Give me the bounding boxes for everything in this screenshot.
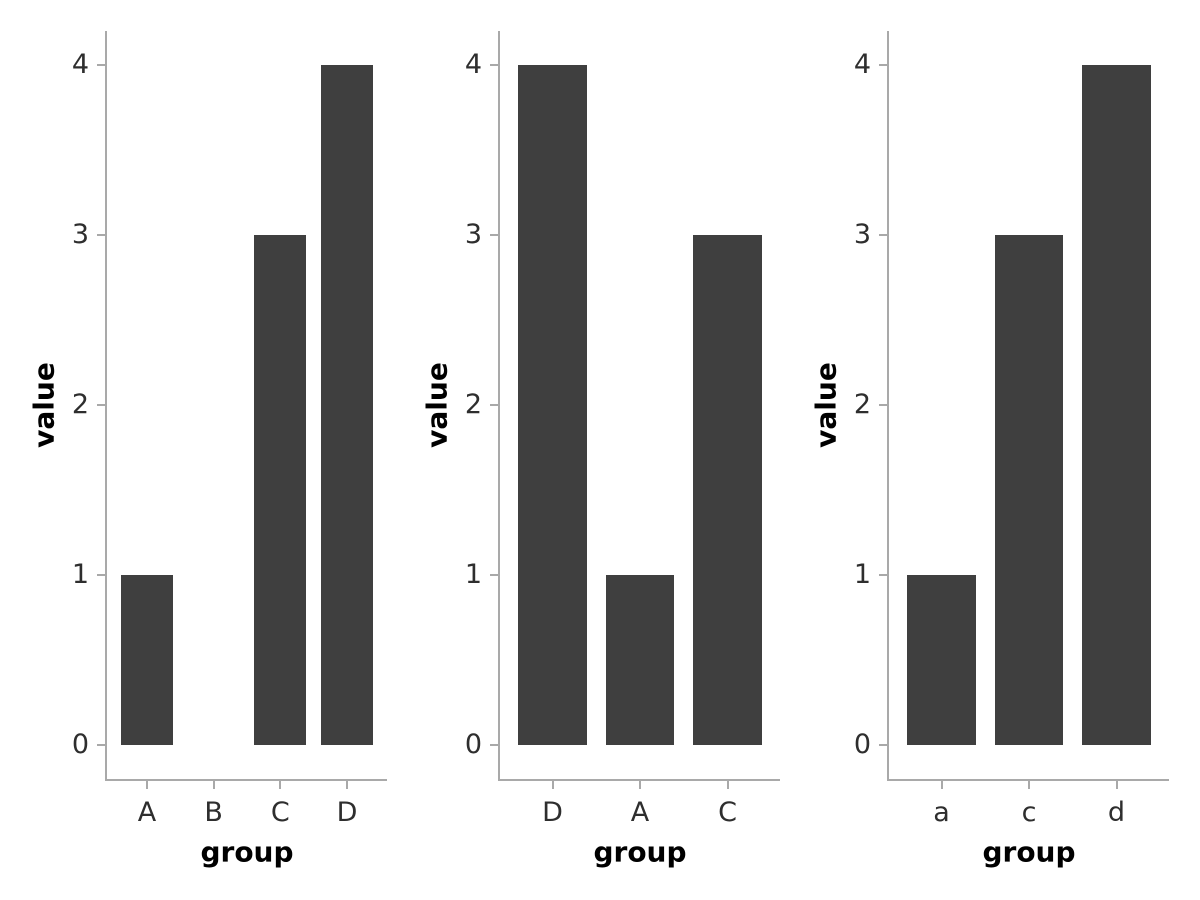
y-tick [97,64,105,66]
x-tick-label: c [1021,797,1037,828]
y-axis-title: value [809,362,843,448]
x-axis-title: group [200,835,294,869]
y-tick [879,404,887,406]
y-tick [879,234,887,236]
y-tick-label: 0 [71,729,89,760]
x-tick [346,781,348,789]
y-tick [490,744,498,746]
y-tick-label: 4 [71,49,89,80]
x-tick-label: A [137,797,157,828]
x-tick-label: A [630,797,650,828]
y-axis-spine [498,31,500,781]
y-tick [490,234,498,236]
bar-A [605,575,675,745]
y-tick-label: 0 [853,729,871,760]
x-tick-label: d [1107,797,1126,828]
y-tick [490,404,498,406]
x-axis-spine [498,779,780,781]
bar-c [994,235,1064,745]
y-tick-label: 4 [464,49,482,80]
bar-D [518,65,587,745]
x-axis-spine [105,779,387,781]
y-tick-label: 1 [853,559,871,590]
x-tick [279,781,282,789]
x-tick-label: B [204,797,223,828]
bar-C [254,235,307,745]
bar-A [121,575,173,745]
x-tick [639,781,641,789]
y-tick-label: 2 [71,389,89,420]
x-tick-label: C [270,797,290,828]
bar-a [907,575,976,745]
y-tick-label: 4 [853,49,871,80]
x-axis-title: group [593,835,687,869]
x-axis-title: group [982,835,1076,869]
y-tick [490,64,498,66]
y-tick-label: 3 [71,219,89,250]
bar-D [321,65,373,745]
y-tick-label: 3 [853,219,871,250]
y-tick [879,744,887,746]
y-tick [879,574,887,576]
x-tick [726,781,729,789]
y-tick-label: 1 [71,559,89,590]
y-axis-spine [887,31,889,781]
y-tick [97,574,105,576]
y-tick [97,234,105,236]
x-tick [1028,781,1030,789]
x-tick-label: C [718,797,737,828]
x-tick [551,781,554,789]
x-tick [212,781,215,789]
y-axis-title: value [27,362,61,448]
bar-d [1082,65,1151,745]
y-tick-label: 0 [464,729,482,760]
y-tick-label: 2 [464,389,482,420]
bar-C [693,235,762,745]
x-tick [146,781,148,789]
x-tick-label: D [336,797,358,828]
y-axis-title: value [420,362,454,448]
x-tick-label: a [933,797,950,828]
y-tick [879,64,887,66]
x-axis-spine [887,779,1169,781]
y-tick [97,404,105,406]
y-tick-label: 1 [464,559,482,590]
y-tick-label: 2 [853,389,871,420]
y-tick [97,744,105,746]
y-tick-label: 3 [464,219,482,250]
y-tick [490,574,498,576]
x-tick [1115,781,1118,789]
x-tick-label: D [542,797,563,828]
x-tick [940,781,943,789]
y-axis-spine [105,31,107,781]
